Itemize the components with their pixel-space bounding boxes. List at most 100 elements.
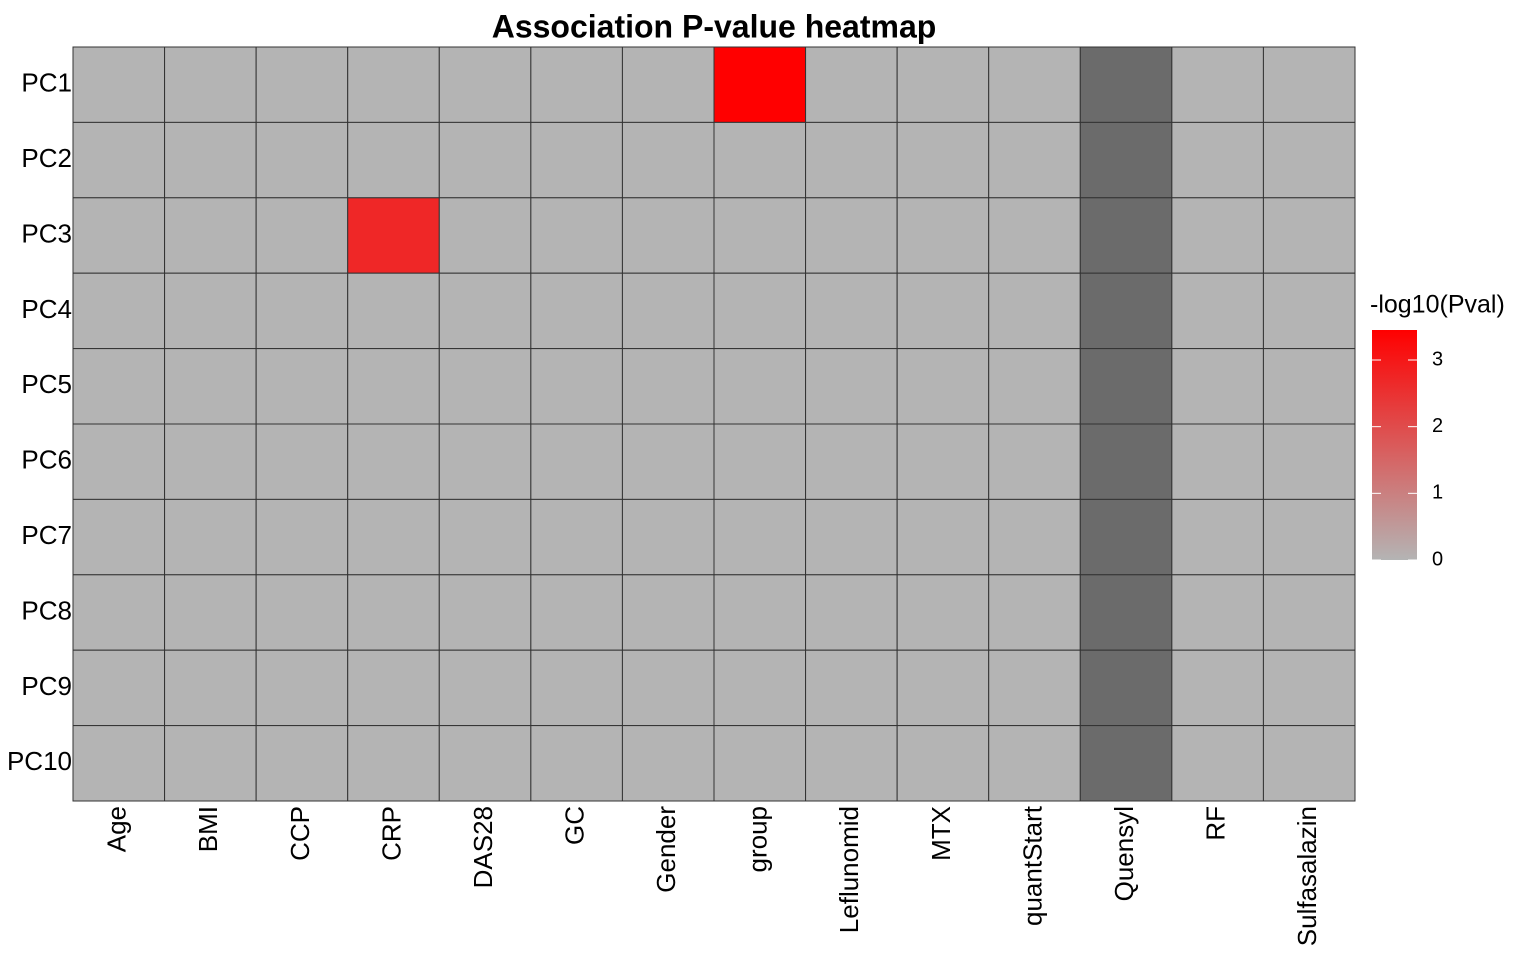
heat-cell	[896, 423, 990, 500]
heat-cell	[713, 197, 807, 274]
heat-cell	[1079, 725, 1173, 802]
y-tick-label: PC10	[7, 746, 72, 776]
heat-cell	[988, 423, 1081, 500]
x-tick-label: RF	[1201, 806, 1231, 841]
heat-cell	[530, 649, 623, 727]
heat-cell	[72, 348, 166, 425]
heat-cell	[72, 197, 166, 274]
heat-cell	[713, 649, 807, 727]
heat-cell	[1079, 46, 1173, 123]
heat-cell	[1262, 348, 1356, 425]
heat-cell	[530, 46, 623, 123]
heat-cell	[1171, 725, 1264, 802]
heat-cell	[438, 197, 532, 274]
heat-cell	[1171, 574, 1264, 651]
heat-cell	[621, 649, 715, 727]
heat-cell	[438, 423, 532, 500]
heat-cell	[164, 498, 257, 576]
heat-cell	[347, 498, 440, 576]
heat-cell	[255, 46, 349, 123]
x-tick-label: Leflunomid	[834, 806, 864, 933]
heat-cell	[347, 649, 440, 727]
heat-cell	[713, 272, 807, 350]
heat-cell	[72, 121, 166, 199]
heat-cell	[805, 423, 898, 500]
heat-cell	[1079, 272, 1173, 350]
heat-cell	[988, 649, 1081, 727]
heat-cell	[255, 498, 349, 576]
y-tick-label: PC9	[21, 671, 72, 701]
heat-cell	[72, 574, 166, 651]
y-tick-label: PC6	[21, 445, 72, 475]
heat-cell	[164, 46, 257, 123]
heat-cell	[621, 423, 715, 500]
y-tick-label: PC2	[21, 143, 72, 173]
heat-cell	[621, 197, 715, 274]
heat-cell	[805, 498, 898, 576]
heat-cell	[347, 574, 440, 651]
heat-cell	[255, 423, 349, 500]
heat-cell	[1262, 197, 1356, 274]
heat-cell	[805, 574, 898, 651]
x-tick-label: Sulfasalazin	[1292, 806, 1322, 946]
x-tick-label: group	[743, 806, 773, 873]
heat-cell	[988, 574, 1081, 651]
heat-cell	[713, 423, 807, 500]
y-tick-label: PC8	[21, 595, 72, 625]
heat-cell	[164, 272, 257, 350]
heat-cell	[988, 46, 1081, 123]
heat-cell	[72, 725, 166, 802]
heat-cell	[1171, 498, 1264, 576]
heat-cell	[164, 197, 257, 274]
colorbar-tick-label: 3	[1432, 348, 1443, 370]
heat-cell	[896, 725, 990, 802]
heat-cell	[530, 272, 623, 350]
heat-cell	[988, 197, 1081, 274]
heat-cell	[988, 348, 1081, 425]
heat-cell	[438, 348, 532, 425]
heat-cell	[713, 725, 807, 802]
heat-cell	[438, 725, 532, 802]
heat-cell	[530, 725, 623, 802]
heat-cell	[438, 649, 532, 727]
heat-cell	[1079, 498, 1173, 576]
heat-cell	[713, 498, 807, 576]
heat-cell	[72, 649, 166, 727]
x-tick-label: Age	[102, 806, 132, 852]
heat-cell	[1262, 121, 1356, 199]
x-tick-label: Quensyl	[1109, 806, 1139, 901]
heat-cell	[347, 121, 440, 199]
heat-cell	[1262, 725, 1356, 802]
heat-cell	[164, 348, 257, 425]
heat-cell	[1262, 272, 1356, 350]
heat-cell	[438, 121, 532, 199]
heat-cell	[530, 197, 623, 274]
heat-cell	[1171, 348, 1264, 425]
heat-cell	[255, 272, 349, 350]
heat-cell	[530, 121, 623, 199]
heat-cell	[164, 121, 257, 199]
x-tick-label: CRP	[376, 806, 406, 861]
heat-cell	[1079, 423, 1173, 500]
heat-cell	[347, 46, 440, 123]
heat-cell	[1171, 649, 1264, 727]
heat-cell	[164, 574, 257, 651]
y-tick-label: PC5	[21, 369, 72, 399]
colorbar-tick-label: 0	[1432, 548, 1443, 570]
heat-cell	[1079, 574, 1173, 651]
heat-cell	[805, 46, 898, 123]
heat-cell	[621, 725, 715, 802]
heat-cell	[347, 423, 440, 500]
x-tick-label: GC	[560, 806, 590, 845]
heat-cell	[988, 272, 1081, 350]
heat-cell	[255, 649, 349, 727]
heat-cell	[164, 423, 257, 500]
colorbar-tick-label: 2	[1432, 415, 1443, 437]
y-tick-label: PC7	[21, 520, 72, 550]
heat-cell	[347, 272, 440, 350]
heat-cell	[255, 725, 349, 802]
heat-cell	[988, 725, 1081, 802]
heat-cell	[72, 46, 166, 123]
heat-cell	[621, 498, 715, 576]
